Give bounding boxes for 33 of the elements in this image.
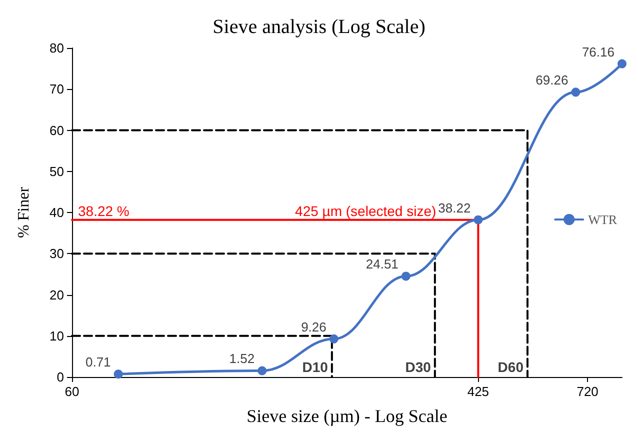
annotation: D30 [405, 359, 432, 375]
y-tick-label: 20 [50, 287, 64, 302]
annotation: 425 µm (selected size) [295, 202, 436, 219]
x-axis-title: Sieve size (µm) - Log Scale [246, 406, 448, 426]
y-tick-label: 60 [50, 122, 64, 138]
y-tick-label: 80 [50, 40, 64, 56]
x-tick-label: 60 [64, 384, 80, 399]
x-tick-label: 720 [576, 384, 598, 399]
data-label: 24.51 [366, 256, 398, 272]
chart-title: Sieve analysis (Log Scale) [212, 16, 426, 38]
x-tick-label: 425 [467, 384, 490, 399]
data-label: 69.26 [536, 72, 568, 88]
point [401, 272, 410, 281]
y-tick-label: 50 [50, 164, 64, 179]
legend-label: WTR [588, 212, 618, 227]
y-axis-title: % Finer [16, 186, 32, 238]
point [474, 215, 483, 224]
y-tick-label: 0 [56, 370, 64, 384]
y-tick-label: 30 [50, 246, 64, 262]
point [329, 334, 338, 344]
data-label: 38.22 [438, 200, 471, 216]
annotation: D10 [302, 359, 328, 375]
annotation: D60 [498, 359, 524, 375]
data-label: 0.71 [85, 354, 111, 370]
y-tick-label: 10 [50, 328, 64, 344]
y-tick-label: 70 [50, 82, 64, 97]
point [258, 366, 267, 376]
data-label: 1.52 [229, 351, 255, 366]
data-label: 9.26 [301, 319, 326, 334]
point [618, 59, 626, 68]
data-label: 76.16 [582, 44, 614, 60]
y-tick-label: 40 [50, 205, 64, 220]
annotation: 38.22 % [78, 202, 130, 219]
